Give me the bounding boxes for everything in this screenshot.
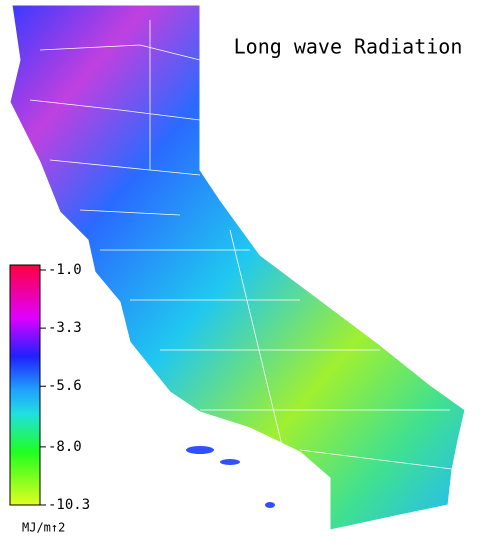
colorbar-tick-label: -1.0 (48, 262, 82, 278)
islands (186, 446, 275, 508)
colorbar-unit: MJ/m↑2 (22, 521, 65, 535)
california-map (9, 4, 466, 531)
colorbar-tick-label: -10.3 (48, 497, 90, 513)
county-lines (29, 20, 461, 521)
colorbar-tick-label: -5.6 (48, 378, 82, 394)
colorbar-tick-label: -8.0 (48, 439, 82, 455)
colorbar-tick-label: -3.3 (48, 320, 82, 336)
map-title: Long wave Radiation (234, 35, 463, 59)
colorbar (9, 264, 41, 506)
